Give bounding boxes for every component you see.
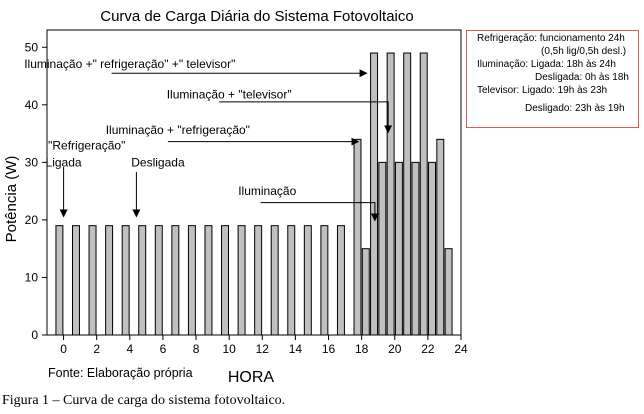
- x-tick-label-5: 10: [222, 342, 236, 356]
- annotation-arrow-4: [219, 101, 393, 134]
- annotation-label-0: "Refrigeração": [48, 139, 125, 153]
- x-tick-label-6: 12: [256, 342, 270, 356]
- y-axis-label: Potência (W): [3, 156, 20, 243]
- bar-7: [171, 225, 180, 336]
- legend-line-2: Iluminação: Ligada: 18h às 24h: [477, 59, 616, 70]
- annotation-arrow-6: [260, 202, 379, 222]
- bars-layer: [55, 52, 453, 336]
- x-tick-label-4: 8: [193, 342, 200, 356]
- bar-29: [444, 248, 453, 336]
- bar-3: [105, 225, 114, 336]
- x-tick-label-11: 22: [421, 342, 435, 356]
- bar-26: [419, 52, 428, 336]
- bar-17: [336, 225, 345, 336]
- x-tick-label-0: 0: [60, 342, 67, 356]
- annotation-label-5: Iluminação + "refrigeração": [106, 123, 250, 137]
- bar-22: [386, 52, 395, 336]
- y-tick-label-3: 30: [25, 155, 39, 169]
- legend-line-4: Televisor: Ligado: 19h às 23h: [477, 85, 608, 96]
- x-tick-label-3: 6: [160, 342, 167, 356]
- x-axis-label: HORA: [228, 369, 275, 386]
- figure-caption: Figura 1 – Curva de carga do sistema fot…: [2, 393, 286, 408]
- legend-line-5: Desligado: 23h às 19h: [525, 103, 625, 114]
- bar-4: [121, 225, 130, 336]
- bar-24: [403, 52, 412, 336]
- bar-0: [55, 225, 64, 336]
- annotation-label-2: Desligada: [131, 155, 185, 169]
- bar-16: [320, 225, 329, 336]
- x-tick-label-10: 20: [388, 342, 402, 356]
- bar-6: [154, 225, 163, 336]
- bar-21: [378, 161, 387, 336]
- bar-19: [361, 248, 370, 336]
- x-tick-label-1: 2: [93, 342, 100, 356]
- legend-line-3: Desligada: 0h às 18h: [535, 72, 629, 83]
- bar-15: [303, 225, 312, 336]
- y-tick-label-1: 10: [25, 270, 39, 284]
- chart-title: Curva de Carga Diária do Sistema Fotovol…: [100, 8, 413, 25]
- annotation-label-3: Iluminação +" refrigeração" +" televisor…: [24, 57, 235, 71]
- bar-27: [428, 161, 437, 336]
- load-curve-chart: Curva de Carga Diária do Sistema Fotovol…: [3, 8, 468, 386]
- x-tick-label-2: 4: [126, 342, 133, 356]
- x-tick-label-9: 18: [355, 342, 369, 356]
- y-tick-label-5: 50: [25, 40, 39, 54]
- annotations-layer: "Refrigeração" Ligada Desligada Iluminação …: [24, 57, 393, 222]
- legend-line-1: (0,5h lig/0,5h desl.): [541, 46, 627, 57]
- bar-1: [72, 225, 80, 336]
- bar-18: [353, 138, 362, 336]
- x-tick-label-8: 16: [322, 342, 336, 356]
- y-tick-label-4: 40: [25, 98, 39, 112]
- bar-23: [394, 161, 403, 336]
- plot-frame: [46, 29, 462, 336]
- source-note: Fonte: Elaboração própria: [48, 366, 193, 380]
- bar-8: [187, 225, 196, 336]
- bar-28: [436, 138, 445, 336]
- annotation-label-4: Iluminação + "televisor": [167, 87, 292, 101]
- x-tick-label-12: 24: [454, 342, 468, 356]
- bar-9: [204, 225, 213, 336]
- bar-14: [287, 225, 296, 336]
- legend-line-0: Refrigeração: funcionamento 24h: [477, 33, 625, 44]
- legend-box: Refrigeração: funcionamento 24h (0,5h lig…: [466, 30, 639, 128]
- bar-5: [138, 225, 147, 336]
- bar-10: [221, 225, 229, 336]
- bar-13: [270, 225, 279, 336]
- annotation-label-6: Iluminação: [238, 184, 296, 198]
- bar-20: [370, 52, 379, 336]
- bar-2: [88, 225, 97, 336]
- bar-11: [237, 225, 246, 336]
- y-tick-label-0: 0: [31, 328, 38, 342]
- annotation-label-1: Ligada: [46, 155, 82, 169]
- y-tick-label-2: 20: [25, 213, 39, 227]
- bar-25: [411, 161, 420, 336]
- x-tick-label-7: 14: [289, 342, 303, 356]
- bar-12: [254, 225, 263, 336]
